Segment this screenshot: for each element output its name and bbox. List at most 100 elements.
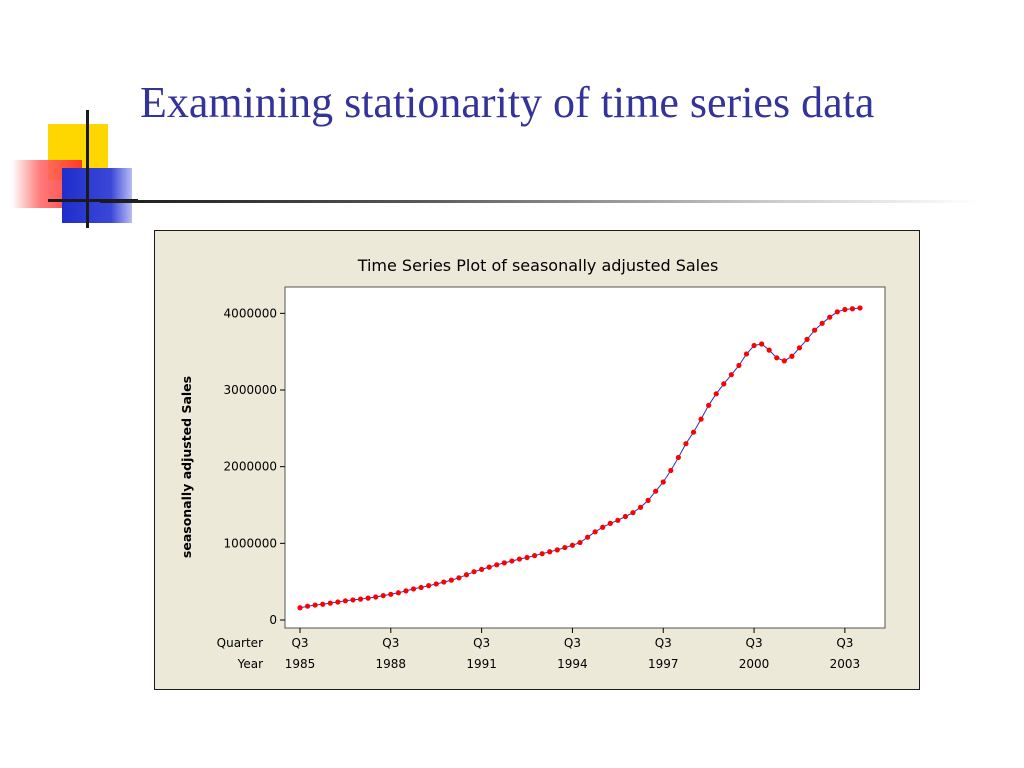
x-tick-label-year: 1994 (557, 657, 588, 671)
data-point (630, 510, 636, 516)
data-point (584, 534, 591, 540)
data-point (501, 560, 507, 566)
data-point (736, 362, 742, 369)
data-point (327, 600, 333, 606)
data-point (479, 566, 485, 572)
data-point (410, 586, 417, 592)
data-point (471, 569, 477, 575)
data-point (645, 497, 651, 503)
data-point (516, 556, 523, 562)
data-point (622, 513, 629, 520)
data-point (539, 551, 545, 557)
chart-frame: Time Series Plot of seasonally adjusted … (154, 230, 920, 690)
data-point (380, 593, 386, 599)
data-point (335, 599, 341, 605)
data-point (683, 441, 689, 447)
data-point (811, 327, 818, 333)
data-point (743, 351, 750, 357)
data-point (781, 358, 787, 364)
data-point (713, 391, 719, 397)
data-point (403, 588, 409, 594)
data-point (592, 529, 598, 535)
y-tick-label: 0 (269, 613, 277, 627)
series-layer (297, 305, 863, 611)
x-tick-label-quarter: Q3 (836, 636, 853, 650)
y-axis: 0 1000000 2000000 3000000 4000000 (224, 306, 285, 627)
y-tick-label: 1000000 (224, 536, 277, 550)
data-point (433, 581, 439, 587)
slide-title: Examining stationarity of time series da… (140, 78, 875, 127)
x-tick-label-year: 1997 (648, 657, 679, 671)
logo-horizontal-line (48, 199, 138, 202)
x-axis-row-label-year: Year (237, 657, 263, 671)
data-point (766, 347, 772, 353)
data-point (494, 562, 500, 568)
data-point (728, 372, 734, 378)
data-point (486, 564, 492, 570)
data-point (827, 314, 833, 320)
title-divider (100, 200, 980, 203)
data-point (463, 572, 470, 578)
data-point (751, 342, 757, 349)
data-point (357, 596, 364, 602)
x-tick-label-quarter: Q3 (473, 636, 490, 650)
data-point (774, 355, 780, 361)
data-point (804, 336, 810, 342)
y-tick-label: 3000000 (224, 383, 277, 397)
data-point (607, 520, 613, 526)
y-axis-label: seasonally adjusted Sales (179, 376, 194, 558)
x-tick-label-year: 1985 (285, 657, 316, 671)
y-tick-label: 4000000 (224, 306, 277, 320)
data-point (690, 429, 697, 435)
data-point (842, 306, 848, 313)
data-point (615, 517, 621, 523)
data-point (637, 504, 644, 510)
x-tick-label-year: 1991 (466, 657, 497, 671)
data-point (653, 488, 659, 494)
slide-logo (0, 0, 140, 240)
x-tick-label-quarter: Q3 (564, 636, 581, 650)
logo-vertical-line (86, 110, 89, 228)
data-point (675, 454, 681, 461)
data-point (418, 584, 424, 591)
plot-area (284, 286, 886, 629)
x-axis: Quarter Year Q3 1985 Q3 1988 Q3 1991 Q3 1994 Q3 199… (217, 628, 860, 671)
data-point (373, 594, 379, 600)
x-tick-label-quarter: Q3 (382, 636, 399, 650)
x-tick-label-quarter: Q3 (291, 636, 308, 650)
data-point (524, 554, 530, 561)
data-point (577, 539, 583, 546)
data-point (834, 309, 840, 315)
data-point (388, 591, 394, 597)
y-tick-label: 2000000 (224, 460, 277, 474)
x-tick-label-year: 2000 (739, 657, 770, 671)
x-tick-label-year: 2003 (830, 657, 861, 671)
data-point (600, 524, 606, 530)
data-point (562, 544, 568, 551)
data-point (456, 575, 462, 581)
data-point (857, 305, 863, 311)
data-point (789, 353, 795, 359)
logo-blue-square (62, 168, 132, 223)
data-point (441, 579, 447, 585)
chart-title: Time Series Plot of seasonally adjusted … (357, 256, 719, 275)
time-series-chart: Time Series Plot of seasonally adjusted … (179, 256, 886, 671)
data-point (395, 590, 401, 596)
data-point (342, 598, 349, 604)
data-point (350, 597, 356, 603)
x-tick-label-quarter: Q3 (746, 636, 763, 650)
data-point (660, 479, 666, 485)
x-axis-row-label-quarter: Quarter (217, 636, 263, 650)
data-point (304, 603, 311, 609)
data-point (721, 381, 727, 387)
x-tick-label-quarter: Q3 (655, 636, 672, 650)
data-point (668, 467, 674, 474)
data-point (312, 602, 318, 608)
data-point (796, 345, 803, 351)
data-point (426, 583, 432, 589)
data-point (554, 547, 560, 553)
data-point (448, 577, 454, 583)
data-point (819, 320, 825, 326)
data-point (698, 416, 704, 422)
data-point (320, 601, 326, 607)
